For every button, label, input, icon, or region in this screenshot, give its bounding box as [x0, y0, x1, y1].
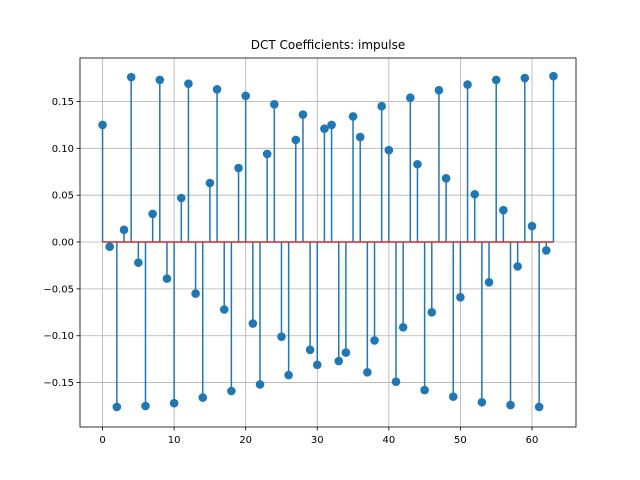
stem-marker [377, 101, 386, 111]
x-tick-label: 60 [526, 435, 539, 446]
stem-marker [341, 348, 351, 357]
stem-marker [491, 75, 501, 85]
stem-marker [541, 246, 551, 255]
stem-marker [298, 110, 308, 119]
y-tick-label: 0.10 [52, 144, 74, 155]
x-tick-label: 30 [311, 435, 324, 446]
stem-marker [334, 356, 344, 366]
stem-marker [363, 367, 372, 377]
stem-marker [534, 402, 544, 412]
stem-marker [520, 73, 530, 83]
y-axis-ticks: −0.15 −0.10 −0.05 0.00 0.05 0.10 0.15 [43, 97, 80, 389]
stem-marker [162, 274, 172, 283]
stem-marker [98, 120, 107, 130]
stem-lines [101, 76, 555, 407]
stem-marker [148, 209, 157, 219]
stem-marker [312, 360, 322, 370]
stem-marker [270, 99, 279, 109]
stem-marker [549, 71, 558, 81]
stem-marker [513, 262, 522, 271]
stem-marker [212, 84, 222, 94]
stem-marker [277, 332, 286, 341]
y-tick-label: −0.15 [43, 378, 74, 389]
stem-marker [413, 159, 422, 169]
stem-marker [406, 93, 415, 103]
stem-marker [198, 393, 208, 402]
stem-marker [262, 149, 272, 159]
stem-marker [305, 345, 315, 355]
x-tick-label: 0 [99, 435, 105, 446]
stem-marker [191, 289, 200, 298]
axes-frame [79, 57, 577, 428]
x-tick-label: 20 [239, 435, 252, 446]
stem-marker [119, 225, 129, 235]
stem-marker [248, 319, 258, 328]
stem-marker [291, 135, 301, 145]
x-tick-label: 10 [168, 435, 181, 446]
stem-marker [134, 258, 143, 267]
stem-marker [355, 132, 365, 142]
stem-marker [241, 91, 250, 101]
stem-marker [434, 85, 444, 95]
y-tick-label: 0.05 [52, 191, 74, 202]
x-axis-ticks: 0 10 20 30 40 50 60 [99, 427, 538, 446]
stem-marker [527, 221, 537, 231]
stem-marker [284, 370, 293, 380]
x-tick-label: 40 [382, 435, 395, 446]
stem-marker [255, 380, 265, 389]
stem-marker [105, 242, 115, 252]
stem-marker [448, 392, 458, 401]
stem-marker [155, 75, 165, 85]
stem-marker [477, 397, 487, 407]
stem-marker [234, 163, 243, 173]
stem-marker [219, 305, 229, 314]
stem-marker [126, 72, 136, 82]
stem-marker [176, 193, 186, 203]
stem-marker [227, 386, 236, 396]
stem-marker [348, 112, 358, 121]
stem-marker [463, 80, 472, 89]
stem-marker [370, 336, 379, 345]
axes-border [79, 57, 577, 428]
stem-marker [205, 178, 215, 188]
stem-marker [184, 79, 193, 88]
y-tick-label: −0.05 [43, 284, 74, 295]
stem-marker [470, 189, 480, 199]
stem-marker [420, 385, 429, 395]
y-tick-label: −0.10 [43, 331, 74, 342]
stem-marker [391, 377, 401, 386]
stem-marker [320, 124, 329, 133]
y-tick-label: 0.00 [52, 238, 74, 249]
stem-markers [98, 71, 558, 412]
chart-title: DCT Coefficients: impulse [251, 38, 405, 52]
stem-marker [441, 174, 451, 183]
stem-marker [456, 293, 465, 302]
stem-marker [327, 120, 336, 130]
stem-marker [384, 145, 394, 155]
stem-marker [427, 308, 437, 317]
stem-marker [141, 401, 150, 411]
stem-marker [112, 402, 122, 412]
stem-marker [506, 400, 515, 410]
stem-marker [169, 398, 179, 408]
y-tick-label: 0.15 [52, 97, 74, 108]
x-tick-label: 50 [454, 435, 467, 446]
stem-marker [484, 278, 494, 287]
stem-marker [398, 323, 408, 332]
stem-marker [499, 205, 508, 215]
